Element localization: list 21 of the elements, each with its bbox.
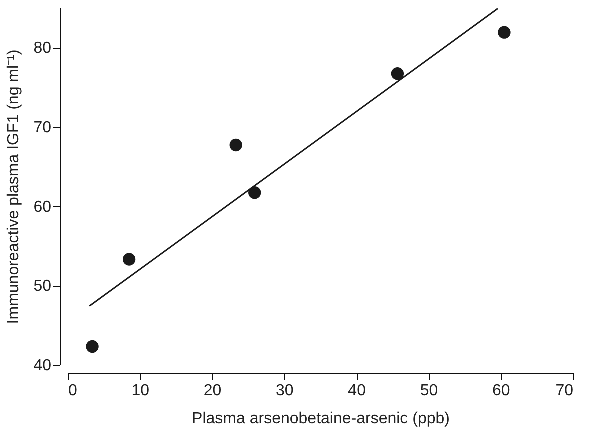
x-axis-title: Plasma arsenobetaine-arsenic (ppb) (192, 410, 450, 428)
y-tick-label: 80 (34, 40, 52, 58)
y-tick-label: 40 (34, 358, 52, 374)
y-tick-label: 70 (34, 120, 52, 136)
point (248, 186, 262, 200)
x-tick-label: 30 (276, 382, 294, 400)
x-tick-label: 50 (420, 382, 438, 400)
point (122, 253, 136, 266)
x-tick-label: 20 (204, 382, 222, 400)
point (86, 340, 99, 354)
x-tick-label: 70 (556, 382, 574, 400)
y-tick-label: 60 (34, 198, 52, 216)
x-tick-label: 10 (132, 382, 150, 400)
y-tick-label: 50 (34, 278, 52, 296)
x-tick-label: 60 (492, 382, 510, 400)
point (498, 26, 511, 39)
x-tick-label: 40 (348, 382, 366, 400)
x-tick-label: 0 (68, 382, 78, 400)
y-axis-title: Immunoreactive plasma IGF1 (ng ml⁻¹) (6, 50, 23, 324)
point (391, 68, 404, 80)
point (230, 138, 242, 152)
